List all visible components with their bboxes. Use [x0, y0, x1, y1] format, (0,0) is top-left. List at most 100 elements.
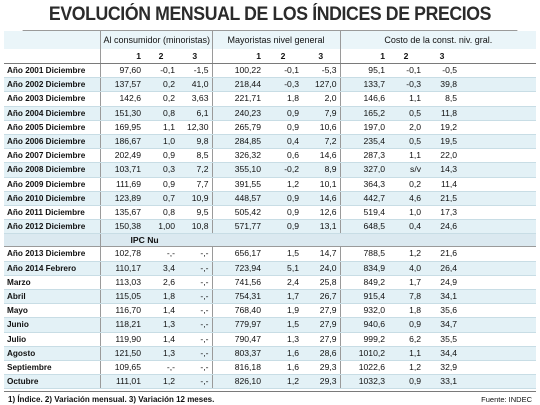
table-cell: 265,79 — [211, 120, 264, 136]
subcol-2: 2 — [264, 49, 302, 64]
table-cell: 940,6 — [339, 317, 389, 333]
table-cell: 10,8 — [178, 219, 212, 235]
table-cell: 8,9 — [302, 162, 341, 178]
table-row: Mayo 116,70 1,4 -,- 768,40 1,9 27,9 932,0 1,8 35,… — [4, 303, 537, 319]
table-row: Año 2004 Diciembre 151,30 0,8 6,1 240,23 0,9 7… — [4, 106, 537, 121]
table-row: Año 2014 Febrero 110,17 3,4 -,- 723,94 5,1 24,… — [4, 261, 537, 276]
table-cell: 364,3 — [339, 177, 389, 192]
table-cell: 1,1 — [144, 120, 178, 136]
table-cell: 6,2 — [388, 332, 425, 347]
table-cell: 24,0 — [302, 261, 341, 276]
table-cell: -1,5 — [178, 63, 212, 79]
table-cell: 150,38 — [99, 219, 144, 235]
table-row: Octubre 111,01 1,2 -,- 826,10 1,2 29,3 1032,3 0,… — [4, 374, 537, 390]
table-cell: 17,3 — [424, 205, 461, 221]
row-spacer — [460, 275, 537, 291]
table-cell: 2,0 — [388, 120, 425, 136]
row-label: Año 2007 Diciembre — [4, 148, 100, 164]
table-cell: 39,8 — [424, 77, 461, 93]
table-cell: 1010,2 — [339, 346, 389, 362]
table-cell: -0,1 — [264, 63, 302, 79]
table-cell: 1032,3 — [339, 374, 389, 390]
table-cell: 9,5 — [178, 205, 212, 221]
table-cell: 1,3 — [144, 317, 178, 333]
row-spacer — [460, 162, 537, 178]
table-cell: 21,6 — [424, 246, 461, 262]
table-cell: 0,2 — [144, 91, 178, 107]
table-row: Año 2010 Diciembre 123,89 0,7 10,9 448,57 0,9… — [4, 191, 537, 207]
table-row: Año 2009 Diciembre 111,69 0,9 7,7 391,55 1,2 1… — [4, 177, 537, 192]
table-cell: 95,1 — [339, 63, 389, 79]
table-cell: 115,05 — [99, 289, 144, 305]
table-cell: 1,5 — [264, 317, 302, 333]
subcol-3: 3 — [424, 49, 461, 64]
table-cell: 519,4 — [339, 205, 389, 221]
table-cell: 26,7 — [302, 289, 341, 305]
table-cell: 235,4 — [339, 134, 389, 150]
table-cell: 21,5 — [424, 191, 461, 207]
table-cell: 1,1 — [388, 148, 425, 164]
table-row: Año 2003 Diciembre 142,6 0,2 3,63 221,71 1,8 2… — [4, 91, 537, 107]
table-cell: 10,9 — [178, 191, 212, 207]
price-index-table: Al consumidor (minoristas) Mayoristas ni… — [4, 31, 537, 390]
row-label: Agosto — [4, 346, 100, 362]
table-cell: 355,10 — [211, 162, 264, 178]
row-label: Junio — [4, 317, 100, 333]
subcol-1: 1 — [211, 49, 264, 64]
table-cell: 25,8 — [302, 275, 341, 291]
table-cell: 284,85 — [211, 134, 264, 150]
table-cell: -,- — [178, 261, 212, 276]
table-cell: 14,3 — [424, 162, 461, 178]
table-cell: 1,2 — [144, 374, 178, 390]
table-cell: 1022,6 — [339, 360, 389, 376]
table-cell: 11,4 — [424, 177, 461, 192]
table-cell: 111,01 — [99, 374, 144, 390]
row-spacer — [460, 219, 537, 235]
table-cell: 1,00 — [144, 219, 178, 235]
table-cell: 788,5 — [339, 246, 389, 262]
table-cell: 1,5 — [264, 246, 302, 262]
table-cell: 816,18 — [211, 360, 264, 376]
table-cell: 1,2 — [388, 360, 425, 376]
table-cell: 0,4 — [264, 134, 302, 150]
table-cell: 121,50 — [99, 346, 144, 362]
table-cell: 0,9 — [264, 120, 302, 136]
ipc-nu-label: IPC Nu — [99, 233, 537, 248]
row-spacer — [460, 191, 537, 207]
table-row: Agosto 121,50 1,3 -,- 803,37 1,6 28,6 1010,2 1,1… — [4, 346, 537, 362]
table-cell: -0,1 — [144, 63, 178, 79]
table-cell: 19,5 — [424, 134, 461, 150]
table-cell: -5,3 — [302, 63, 341, 79]
table-cell: -,- — [144, 246, 178, 262]
table-cell: -,- — [178, 303, 212, 319]
table-cell: -,- — [178, 317, 212, 333]
row-spacer — [460, 91, 537, 107]
table-cell: 1,4 — [144, 303, 178, 319]
table-cell: 100,22 — [211, 63, 264, 79]
table-cell: 24,6 — [424, 219, 461, 235]
table-cell: 12,6 — [302, 205, 341, 221]
table-cell: -0,3 — [264, 77, 302, 93]
table-cell: 34,4 — [424, 346, 461, 362]
table-cell: 1,3 — [144, 346, 178, 362]
table-cell: 35,5 — [424, 332, 461, 347]
footnote: 1) Índice. 2) Variación mensual. 3) Vari… — [8, 395, 215, 405]
table-row: Año 2006 Diciembre 186,67 1,0 9,8 284,85 0,4 7… — [4, 134, 537, 150]
table-cell: 790,47 — [211, 332, 264, 347]
row-spacer — [460, 106, 537, 121]
table-cell: 1,7 — [264, 289, 302, 305]
table-cell: 32,9 — [424, 360, 461, 376]
row-spacer — [460, 303, 537, 319]
table-cell: 102,78 — [99, 246, 144, 262]
table-cell: 14,6 — [302, 191, 341, 207]
subcol-3: 3 — [302, 49, 341, 64]
table-cell: 834,9 — [339, 261, 389, 276]
table-row: Marzo 113,03 2,6 -,- 741,56 2,4 25,8 849,2 1,7 24… — [4, 275, 537, 291]
table-cell: 14,7 — [302, 246, 341, 262]
table-cell: 0,7 — [144, 191, 178, 207]
table-cell: 0,9 — [264, 106, 302, 121]
table-cell: 327,0 — [339, 162, 389, 178]
row-spacer — [460, 289, 537, 305]
subcol-2: 2 — [388, 49, 425, 64]
table-cell: 826,10 — [211, 374, 264, 390]
